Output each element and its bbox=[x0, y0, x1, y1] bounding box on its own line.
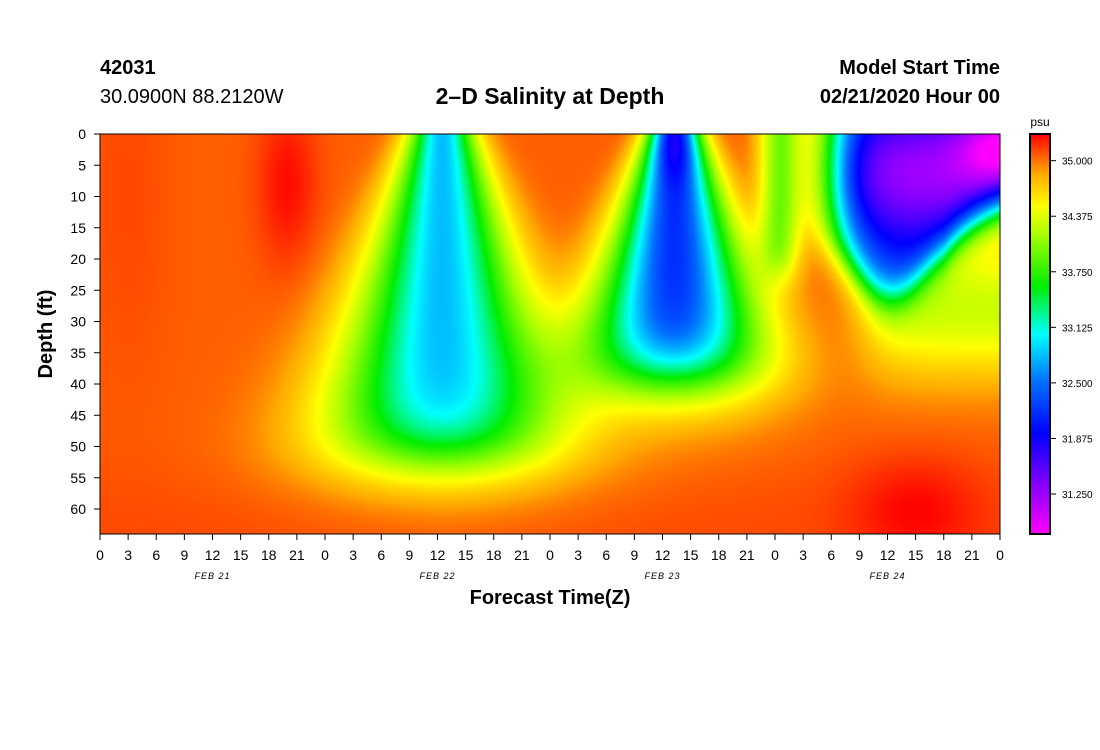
y-tick-label: 25 bbox=[70, 282, 86, 298]
x-tick-label: 0 bbox=[996, 547, 1004, 563]
x-tick-label: 15 bbox=[683, 547, 699, 563]
x-tick-label: 6 bbox=[827, 547, 835, 563]
x-tick-label: 3 bbox=[349, 547, 357, 563]
x-tick-label: 12 bbox=[205, 547, 221, 563]
date-label: FEB 21 bbox=[194, 571, 230, 581]
x-tick-label: 9 bbox=[180, 547, 188, 563]
y-tick-label: 45 bbox=[70, 407, 86, 423]
date-label: FEB 23 bbox=[644, 571, 680, 581]
x-tick-label: 3 bbox=[124, 547, 132, 563]
x-tick-label: 0 bbox=[546, 547, 554, 563]
x-tick-label: 0 bbox=[321, 547, 329, 563]
x-tick-label: 21 bbox=[739, 547, 755, 563]
y-tick-label: 10 bbox=[70, 189, 86, 205]
colorbar-tick-label: 33.125 bbox=[1062, 323, 1093, 334]
colorbar-tick-label: 35.000 bbox=[1062, 157, 1093, 168]
x-axis: 0 3 6 9 12 15 18 21 0 3 6 9 12 15 18 21 0 3 6 9 12 15 18 21 0 3 6 9… bbox=[96, 534, 1004, 563]
x-tick-label: 9 bbox=[405, 547, 413, 563]
y-tick-label: 60 bbox=[70, 501, 86, 517]
x-tick-label: 6 bbox=[377, 547, 385, 563]
x-tick-label: 9 bbox=[855, 547, 863, 563]
colorbar-tick-label: 31.250 bbox=[1062, 490, 1093, 501]
y-tick-label: 20 bbox=[70, 251, 86, 267]
y-axis-label: Depth (ft) bbox=[35, 290, 57, 379]
x-tick-label: 12 bbox=[880, 547, 896, 563]
x-tick-label: 15 bbox=[458, 547, 474, 563]
colorbar-unit: psu bbox=[1030, 115, 1049, 129]
colorbar-tick-label: 33.750 bbox=[1062, 268, 1093, 279]
x-tick-label: 21 bbox=[514, 547, 530, 563]
x-tick-label: 18 bbox=[261, 547, 277, 563]
y-tick-label: 50 bbox=[70, 439, 86, 455]
y-tick-label: 15 bbox=[70, 220, 86, 236]
date-labels: FEB 21 FEB 22 FEB 23 FEB 24 bbox=[194, 571, 905, 581]
x-tick-label: 18 bbox=[486, 547, 502, 563]
x-tick-label: 6 bbox=[152, 547, 160, 563]
x-axis-label: Forecast Time(Z) bbox=[470, 587, 631, 609]
colorbar-tick-label: 32.500 bbox=[1062, 379, 1093, 390]
x-tick-label: 15 bbox=[908, 547, 924, 563]
date-label: FEB 24 bbox=[869, 571, 905, 581]
x-tick-label: 0 bbox=[96, 547, 104, 563]
x-tick-label: 21 bbox=[964, 547, 980, 563]
x-tick-label: 6 bbox=[602, 547, 610, 563]
x-tick-label: 3 bbox=[799, 547, 807, 563]
y-tick-label: 5 bbox=[78, 157, 86, 173]
x-tick-label: 0 bbox=[771, 547, 779, 563]
x-tick-label: 12 bbox=[655, 547, 671, 563]
x-tick-label: 3 bbox=[574, 547, 582, 563]
y-tick-label: 35 bbox=[70, 345, 86, 361]
y-axis: 0 5 10 15 20 25 30 35 40 45 50 55 60 bbox=[70, 126, 100, 517]
y-tick-label: 40 bbox=[70, 376, 86, 392]
colorbar-tick-label: 31.875 bbox=[1062, 434, 1093, 445]
x-tick-label: 15 bbox=[233, 547, 249, 563]
station-id: 42031 bbox=[100, 57, 156, 79]
station-location: 30.0900N 88.2120W bbox=[100, 86, 284, 108]
x-tick-label: 18 bbox=[936, 547, 952, 563]
x-tick-label: 21 bbox=[289, 547, 305, 563]
y-tick-label: 30 bbox=[70, 314, 86, 330]
model-start-label: Model Start Time bbox=[839, 57, 1000, 79]
chart-title: 2–D Salinity at Depth bbox=[435, 83, 665, 109]
x-tick-label: 12 bbox=[430, 547, 446, 563]
colorbar-tick-label: 34.375 bbox=[1062, 212, 1093, 223]
heatmap-canvas bbox=[100, 134, 1000, 534]
y-tick-label: 55 bbox=[70, 470, 86, 486]
y-tick-label: 0 bbox=[78, 126, 86, 142]
x-tick-label: 18 bbox=[711, 547, 727, 563]
model-start-time: 02/21/2020 Hour 00 bbox=[819, 86, 1000, 108]
date-label: FEB 22 bbox=[419, 571, 455, 581]
x-tick-label: 9 bbox=[630, 547, 638, 563]
colorbar-ticks: 35.000 34.375 33.750 33.125 32.500 31.875 31.2… bbox=[1050, 157, 1093, 501]
colorbar bbox=[1029, 133, 1051, 535]
